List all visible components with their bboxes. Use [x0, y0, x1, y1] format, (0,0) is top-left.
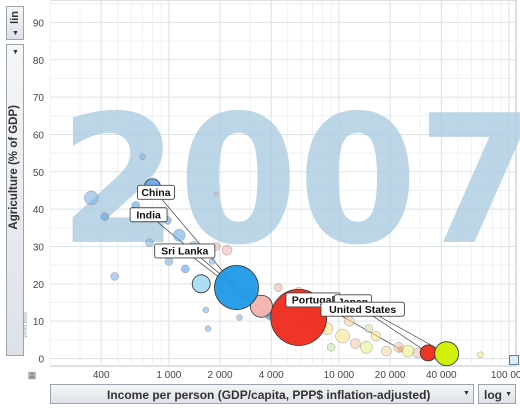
data-point [381, 345, 392, 357]
data-point [434, 341, 460, 367]
x-tick-label: 10 000 [324, 370, 355, 381]
data-point [172, 229, 186, 242]
y-tick-label: 80 [33, 56, 45, 67]
x-tick-label: 4 000 [259, 370, 284, 381]
grid-icon[interactable]: ▦ [27, 370, 37, 380]
y-tick-label: 10 [33, 317, 45, 328]
data-point [344, 315, 355, 327]
data-point [214, 265, 259, 310]
y-tick-label: 60 [33, 130, 45, 141]
data-point [419, 344, 437, 362]
y-tick-label: 30 [33, 242, 45, 253]
data-point [221, 245, 233, 256]
y-tick-label: 90 [33, 18, 45, 29]
bubbles [84, 153, 484, 367]
data-point [477, 351, 484, 358]
chevron-down-icon: ▼ [463, 390, 470, 397]
x-tick-label: 20 000 [375, 370, 406, 381]
data-point [214, 192, 219, 197]
annotation-box [320, 301, 405, 317]
data-point [145, 238, 154, 247]
chevron-down-icon: ▼ [12, 49, 19, 56]
annotation-label: China [141, 187, 170, 199]
x-tick-labels: 400 1 000 2 000 4 000 10 000 20 000 40 000 100 … [93, 370, 520, 381]
x-tick-label: 1 000 [156, 370, 181, 381]
data-point [204, 325, 212, 332]
y-tick-label: 20 [33, 280, 45, 291]
year-watermark: 2007 [59, 77, 520, 284]
y-axis-indicator-button[interactable]: ▼ Agriculture (% of GDP) [6, 44, 24, 356]
expand-icon[interactable] [509, 355, 519, 365]
x-tick-label: 400 [93, 370, 110, 381]
data-point [209, 258, 216, 265]
x-axis-indicator-button[interactable]: Income per person (GDP/capita, PPP$ infl… [50, 384, 474, 404]
data-point [370, 330, 382, 342]
source-label: World Bank [23, 312, 29, 338]
y-tick-label: 50 [33, 168, 45, 179]
data-point [236, 314, 243, 321]
annotation-box [137, 184, 175, 200]
data-point [401, 344, 415, 358]
data-point [326, 343, 336, 352]
data-point [139, 153, 146, 161]
y-scale-dropdown[interactable]: lin ▼ [6, 6, 24, 40]
x-scale-dropdown[interactable]: log ▼ [478, 384, 516, 404]
chevron-down-icon: ▼ [12, 30, 19, 37]
y-tick-labels: 0 10 20 30 40 50 60 70 80 90 [33, 18, 45, 365]
data-point [335, 328, 350, 344]
y-axis-label: Agriculture (% of GDP) [8, 105, 20, 230]
data-point [364, 324, 374, 333]
data-point [249, 294, 273, 318]
x-tick-label: 40 000 [426, 370, 457, 381]
y-scale-label: lin [9, 11, 21, 24]
x-scale-label: log [484, 388, 502, 402]
data-point [350, 338, 361, 349]
annotation-box [154, 243, 216, 259]
data-point [164, 257, 174, 266]
chevron-down-icon: ▼ [505, 391, 512, 398]
data-point [181, 264, 190, 274]
y-tick-label: 70 [33, 93, 45, 104]
x-tick-label: 2 000 [208, 370, 233, 381]
annotation-box [129, 207, 168, 223]
annotation-label: Sri Lanka [161, 246, 208, 258]
data-point [274, 283, 283, 292]
y-tick-label: 40 [33, 205, 45, 216]
data-point [191, 274, 211, 294]
data-point [202, 306, 210, 314]
annotation-label: United States [329, 304, 396, 316]
y-tick-label: 0 [38, 355, 44, 366]
data-point [110, 272, 119, 281]
x-tick-label: 100 000 [491, 370, 520, 381]
data-point [100, 212, 109, 221]
x-axis-label: Income per person (GDP/capita, PPP$ infl… [107, 388, 431, 402]
data-point [360, 341, 373, 354]
annotation-label: India [136, 209, 161, 221]
data-point [84, 190, 99, 206]
